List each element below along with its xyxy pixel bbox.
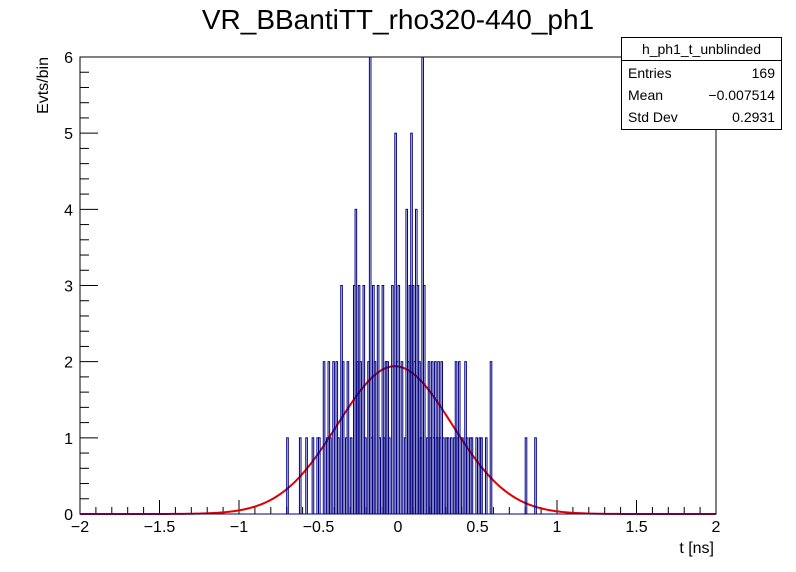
x-tick-label: −1 — [230, 519, 248, 536]
stats-stddev-value: 0.2931 — [732, 109, 775, 125]
x-tick-label: 0 — [394, 519, 403, 536]
x-tick-label: −1.5 — [144, 519, 176, 536]
stats-stddev-label: Std Dev — [628, 109, 678, 125]
histogram-bin — [305, 437, 308, 515]
tick-labels: −2 −1.5 −1 −0.5 0 0.5 1 1.5 2 0 1 2 3 4 5 6 — [64, 50, 720, 536]
stats-entries-value: 169 — [751, 65, 775, 81]
histogram-bin — [373, 361, 377, 515]
histogram-bin — [341, 361, 345, 515]
x-tick-label: 1.5 — [625, 519, 647, 536]
stats-box: h_ph1_t_unblinded Entries 169 Mean −0.00… — [621, 37, 782, 130]
stats-mean-value: −0.007514 — [708, 87, 775, 103]
histogram-bin — [322, 361, 326, 515]
stats-mean-label: Mean — [628, 87, 664, 103]
stats-row-entries: Entries 169 — [628, 63, 775, 83]
histogram-bin — [489, 361, 493, 515]
histogram-bin — [391, 285, 394, 515]
histogram-bars — [80, 56, 716, 515]
y-tick-label: 1 — [64, 431, 73, 448]
y-tick-label: 0 — [64, 507, 73, 524]
x-tick-label: −2 — [71, 519, 89, 536]
stats-row-stddev: Std Dev 0.2931 — [628, 107, 775, 127]
histogram-bin — [400, 361, 404, 515]
histogram-bin — [475, 437, 479, 515]
y-tick-label: 4 — [64, 202, 73, 219]
stats-box-title: h_ph1_t_unblinded — [622, 38, 781, 61]
histogram-bin — [470, 437, 474, 515]
histogram-bin — [359, 361, 362, 515]
histogram-bin — [446, 437, 450, 515]
x-tick-label: 0.5 — [466, 519, 488, 536]
histogram-bin — [442, 437, 445, 515]
x-axis-label: t [ns] — [679, 540, 714, 557]
histogram-bin — [484, 437, 488, 515]
y-tick-label: 6 — [64, 50, 73, 67]
x-tick-label: −0.5 — [303, 519, 335, 536]
histogram-bin — [534, 437, 537, 515]
histogram-bin — [311, 437, 315, 515]
chart-title: VR_BBantiTT_rho320-440_ph1 — [201, 4, 595, 35]
histogram-bin — [449, 437, 453, 515]
stats-row-mean: Mean −0.007514 — [628, 85, 775, 105]
histogram-bin — [387, 437, 391, 515]
y-tick-label: 2 — [64, 355, 73, 372]
histogram-bin — [461, 437, 464, 515]
histogram-bin — [346, 361, 350, 515]
y-tick-label: 5 — [64, 126, 73, 143]
histogram-bin — [286, 437, 289, 515]
histogram-bin — [337, 437, 340, 515]
histogram-bin — [364, 437, 367, 515]
histogram-bin — [457, 361, 461, 515]
stats-entries-label: Entries — [628, 65, 672, 81]
x-tick-label: 2 — [712, 519, 721, 536]
histogram-bin — [480, 437, 483, 515]
histogram-bin — [329, 437, 332, 515]
histogram-bin — [349, 437, 353, 515]
histogram-bin — [378, 437, 382, 515]
x-tick-label: 1 — [553, 519, 562, 536]
histogram-bin — [318, 437, 321, 515]
histogram-bin — [332, 361, 335, 515]
histogram-bin — [422, 285, 426, 515]
y-tick-label: 3 — [64, 279, 73, 296]
y-axis-label: Evts/bin — [35, 57, 52, 114]
histogram-bin — [397, 285, 401, 515]
